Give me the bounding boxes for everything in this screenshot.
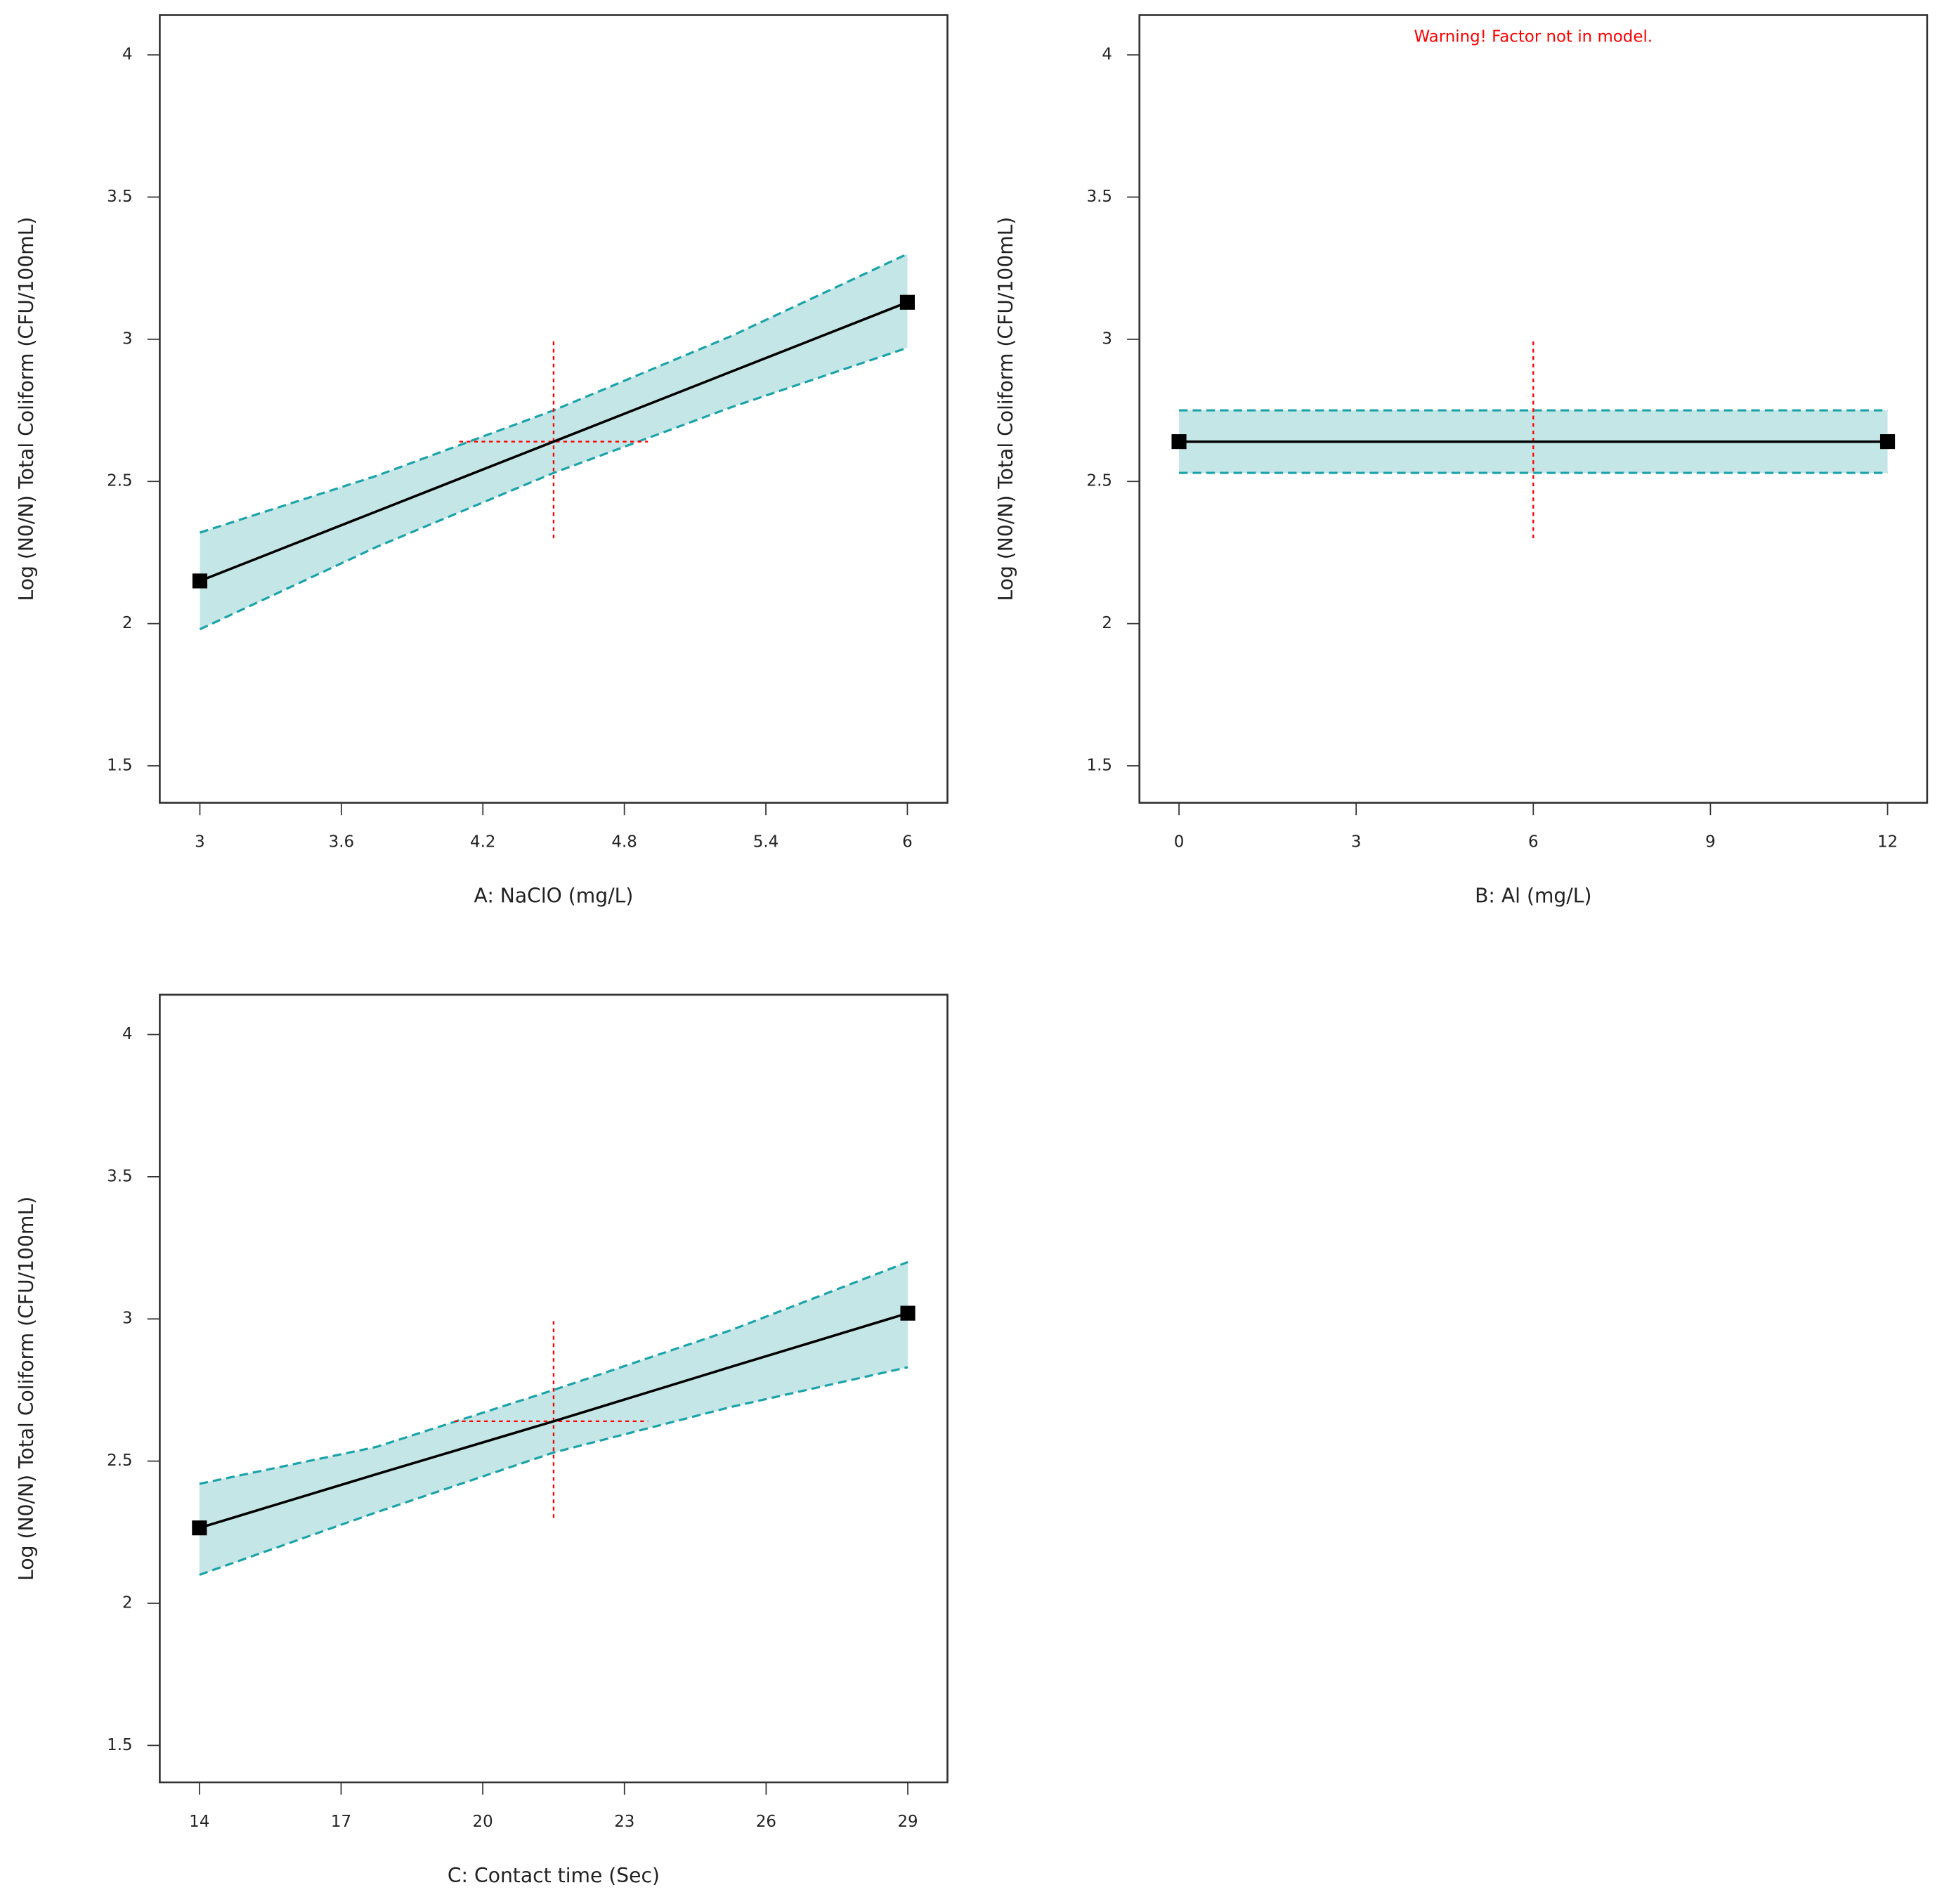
y-tick-label: 2 bbox=[1102, 614, 1112, 632]
y-tick-label: 2.5 bbox=[107, 472, 132, 490]
x-axis-label: C: Contact time (Sec) bbox=[448, 1864, 660, 1887]
end-marker bbox=[192, 573, 208, 589]
y-tick-label: 2 bbox=[122, 614, 133, 632]
x-tick-label: 0 bbox=[1174, 833, 1185, 851]
y-axis-label: Log (N0/N) Total Coliform (CFU/100mL) bbox=[15, 1196, 38, 1581]
y-tick-label: 3 bbox=[1102, 330, 1112, 348]
panel: 1.5 2 2.5 3 3.5 4 3 3.6 4.2 4.8 5.4 6 A: NaClO (mg/L… bbox=[15, 14, 949, 908]
x-tick-label: 3 bbox=[1351, 833, 1362, 851]
end-marker bbox=[1879, 433, 1896, 450]
y-tick-label: 3.5 bbox=[1087, 188, 1112, 206]
y-tick-label: 3.5 bbox=[107, 1167, 132, 1185]
x-tick-label: 6 bbox=[902, 833, 913, 851]
x-tick-label: 26 bbox=[756, 1813, 776, 1831]
y-tick-label: 3 bbox=[122, 1310, 133, 1328]
ci-line bbox=[199, 1366, 908, 1576]
x-tick-label: 5.4 bbox=[753, 833, 778, 851]
y-tick-label: 4 bbox=[1102, 46, 1112, 64]
y-axis-label: Log (N0/N) Total Coliform (CFU/100mL) bbox=[994, 217, 1017, 601]
warning: Warning! Factor not in model. bbox=[1414, 28, 1653, 46]
plot-frame bbox=[159, 993, 949, 1784]
x-tick-label: 17 bbox=[331, 1813, 351, 1831]
panel: 1.5 2 2.5 3 3.5 4 0 3 6 9 12 B: Al (mg/L) Log (N0/N)… bbox=[994, 14, 1929, 908]
y-tick-label: 3 bbox=[122, 330, 133, 348]
end-marker bbox=[192, 1520, 207, 1536]
x-tick-label: 9 bbox=[1705, 833, 1716, 851]
x-tick-label: 4.8 bbox=[611, 833, 637, 851]
ci-line bbox=[199, 346, 908, 631]
y-tick-label: 2.5 bbox=[1087, 472, 1112, 490]
y-tick-label: 1.5 bbox=[107, 756, 132, 774]
x-tick-label: 12 bbox=[1877, 833, 1898, 851]
y-tick-label: 1.5 bbox=[107, 1736, 132, 1754]
x-tick-label: 4.2 bbox=[470, 833, 495, 851]
mean-line bbox=[199, 301, 908, 582]
x-axis-label: B: Al (mg/L) bbox=[1475, 885, 1591, 908]
y-tick-label: 2 bbox=[122, 1593, 133, 1612]
x-tick-label: 29 bbox=[897, 1813, 918, 1831]
x-tick-label: 6 bbox=[1528, 833, 1539, 851]
y-tick-label: 3.5 bbox=[107, 188, 132, 206]
end-marker bbox=[900, 1305, 915, 1321]
y-tick-label: 4 bbox=[122, 1025, 133, 1043]
y-tick-label: 1.5 bbox=[1087, 756, 1112, 774]
ci-line bbox=[199, 1260, 908, 1485]
y-tick-label: 2.5 bbox=[107, 1452, 132, 1470]
mean-line bbox=[199, 1312, 908, 1530]
end-marker bbox=[1171, 433, 1187, 450]
x-tick-label: 3.6 bbox=[329, 833, 354, 851]
y-tick-label: 4 bbox=[122, 46, 133, 64]
plot-frame bbox=[159, 14, 949, 804]
end-marker bbox=[899, 294, 915, 310]
x-axis-label: A: NaClO (mg/L) bbox=[474, 885, 634, 908]
x-tick-label: 23 bbox=[614, 1813, 634, 1831]
x-tick-label: 20 bbox=[473, 1813, 493, 1831]
panel: 1.5 2 2.5 3 3.5 4 14 17 20 23 26 29 C: Contact time … bbox=[15, 993, 949, 1887]
x-tick-label: 14 bbox=[189, 1813, 209, 1831]
y-axis-label: Log (N0/N) Total Coliform (CFU/100mL) bbox=[15, 217, 38, 601]
x-tick-label: 3 bbox=[195, 833, 205, 851]
